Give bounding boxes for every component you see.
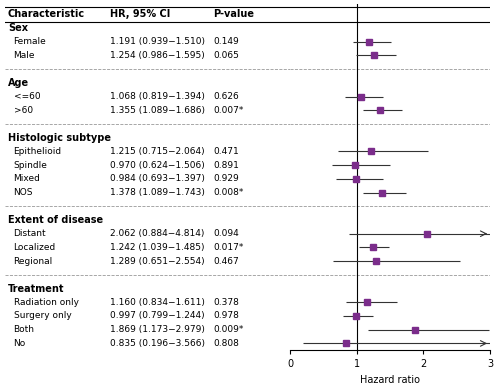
- Text: >60: >60: [14, 106, 32, 115]
- Text: 0.149: 0.149: [213, 37, 239, 46]
- Text: NOS: NOS: [14, 188, 33, 197]
- Text: Both: Both: [14, 325, 34, 334]
- Text: Mixed: Mixed: [14, 174, 40, 183]
- Text: Treatment: Treatment: [8, 284, 64, 293]
- Text: 0.970 (0.624−1.506): 0.970 (0.624−1.506): [110, 161, 205, 170]
- Text: 1.289 (0.651−2.554): 1.289 (0.651−2.554): [110, 257, 205, 266]
- Text: 0.378: 0.378: [213, 298, 239, 307]
- Text: 0.978: 0.978: [213, 311, 239, 320]
- Text: Epithelioid: Epithelioid: [14, 147, 62, 156]
- Text: Male: Male: [14, 51, 35, 60]
- Text: Age: Age: [8, 78, 29, 88]
- X-axis label: Hazard ratio: Hazard ratio: [360, 375, 420, 385]
- Text: 0.094: 0.094: [213, 229, 239, 238]
- Text: Characteristic: Characteristic: [8, 9, 85, 19]
- Text: 0.065: 0.065: [213, 51, 239, 60]
- Text: 1.215 (0.715−2.064): 1.215 (0.715−2.064): [110, 147, 205, 156]
- Text: Spindle: Spindle: [14, 161, 48, 170]
- Text: 0.007*: 0.007*: [213, 106, 244, 115]
- Text: Female: Female: [14, 37, 46, 46]
- Text: 0.017*: 0.017*: [213, 243, 244, 252]
- Text: 0.808: 0.808: [213, 339, 239, 348]
- Text: 0.467: 0.467: [213, 257, 239, 266]
- Text: 2.062 (0.884−4.814): 2.062 (0.884−4.814): [110, 229, 205, 238]
- Text: 0.891: 0.891: [213, 161, 239, 170]
- Text: 0.929: 0.929: [213, 174, 239, 183]
- Text: 0.471: 0.471: [213, 147, 239, 156]
- Text: 1.068 (0.819−1.394): 1.068 (0.819−1.394): [110, 92, 206, 101]
- Text: P-value: P-value: [213, 9, 254, 19]
- Text: 0.009*: 0.009*: [213, 325, 244, 334]
- Text: 0.984 (0.693−1.397): 0.984 (0.693−1.397): [110, 174, 206, 183]
- Text: <=60: <=60: [14, 92, 40, 101]
- Text: 0.835 (0.196−3.566): 0.835 (0.196−3.566): [110, 339, 206, 348]
- Text: Sex: Sex: [8, 23, 28, 33]
- Text: HR, 95% CI: HR, 95% CI: [110, 9, 170, 19]
- Text: 0.997 (0.799−1.244): 0.997 (0.799−1.244): [110, 311, 205, 320]
- Text: 1.378 (1.089−1.743): 1.378 (1.089−1.743): [110, 188, 206, 197]
- Text: 1.869 (1.173−2.979): 1.869 (1.173−2.979): [110, 325, 206, 334]
- Text: Regional: Regional: [14, 257, 53, 266]
- Text: 0.626: 0.626: [213, 92, 239, 101]
- Text: 1.254 (0.986−1.595): 1.254 (0.986−1.595): [110, 51, 205, 60]
- Text: Localized: Localized: [14, 243, 56, 252]
- Text: Surgery only: Surgery only: [14, 311, 72, 320]
- Text: 1.355 (1.089−1.686): 1.355 (1.089−1.686): [110, 106, 206, 115]
- Text: Histologic subtype: Histologic subtype: [8, 133, 111, 143]
- Text: No: No: [14, 339, 26, 348]
- Text: Radiation only: Radiation only: [14, 298, 78, 307]
- Text: Distant: Distant: [14, 229, 46, 238]
- Text: 1.191 (0.939−1.510): 1.191 (0.939−1.510): [110, 37, 206, 46]
- Text: 0.008*: 0.008*: [213, 188, 244, 197]
- Text: 1.160 (0.834−1.611): 1.160 (0.834−1.611): [110, 298, 206, 307]
- Text: 1.242 (1.039−1.485): 1.242 (1.039−1.485): [110, 243, 205, 252]
- Text: Extent of disease: Extent of disease: [8, 215, 103, 225]
